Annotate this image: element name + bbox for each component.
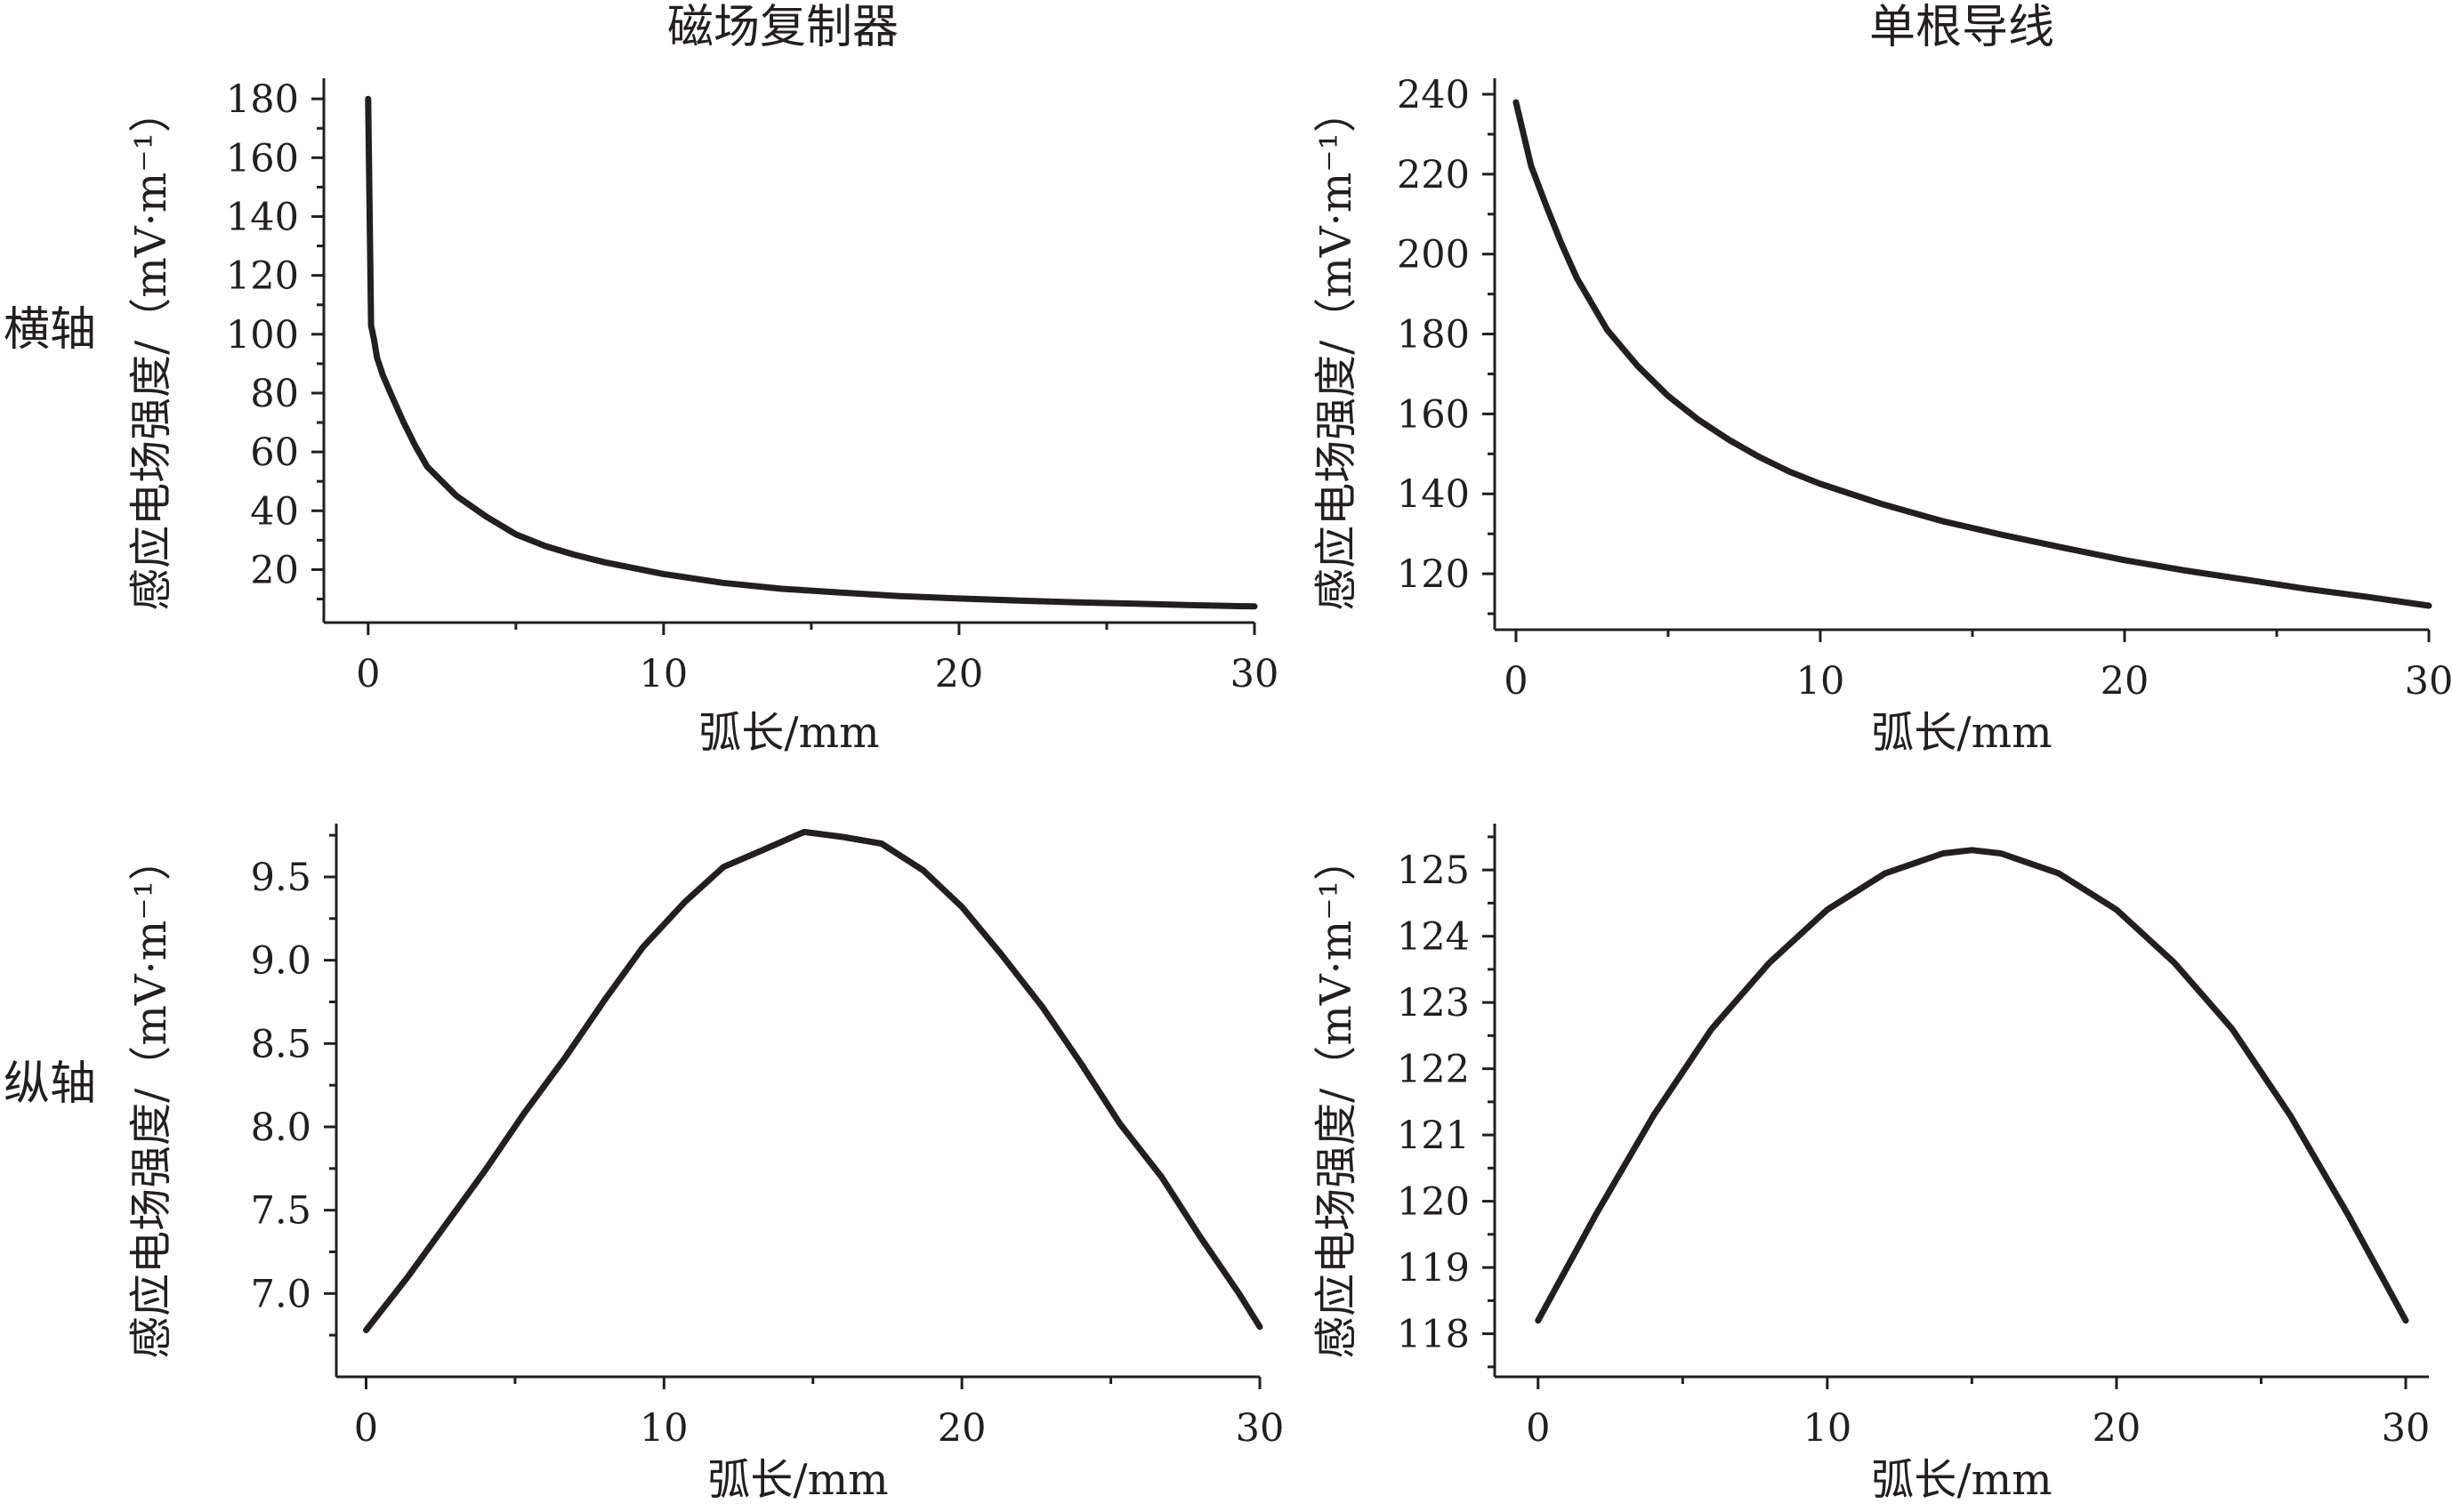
y-axis-title: 感应电场强度/（mV·m⁻¹） xyxy=(126,838,176,1359)
x-tick-label: 10 xyxy=(640,1406,689,1451)
y-tick-label: 40 xyxy=(250,489,299,534)
y-tick-label: 125 xyxy=(1397,848,1470,893)
y-tick-label: 120 xyxy=(1397,1180,1470,1225)
y-tick-label: 122 xyxy=(1397,1048,1470,1092)
chart-panel-3: 118 119 120 121 122 123 124 125 0 10 20 30 弧长/mm 感应电场… xyxy=(1311,824,2430,1505)
x-axis-title: 弧长/mm xyxy=(1871,708,2052,758)
x-tick-label: 30 xyxy=(1230,652,1279,696)
y-tick-label: 140 xyxy=(1397,472,1470,517)
x-tick-label: 20 xyxy=(938,1406,987,1451)
x-tick-label: 0 xyxy=(356,652,380,696)
x-tick-label: 30 xyxy=(2382,1406,2431,1451)
y-tick-label: 9.0 xyxy=(251,939,311,984)
y-tick-label: 160 xyxy=(226,136,299,181)
x-tick-label: 20 xyxy=(2093,1406,2141,1451)
y-tick-label: 180 xyxy=(226,77,299,122)
y-tick-label: 20 xyxy=(250,548,299,592)
y-tick-label: 140 xyxy=(226,195,299,239)
x-tick-label: 30 xyxy=(1236,1406,1285,1451)
x-tick-label: 0 xyxy=(354,1406,378,1451)
y-tick-label: 118 xyxy=(1397,1313,1470,1357)
x-tick-label: 20 xyxy=(2101,659,2150,704)
y-tick-label: 8.5 xyxy=(251,1022,311,1066)
y-tick-label: 121 xyxy=(1397,1114,1470,1158)
y-axis-title: 感应电场强度/（mV·m⁻¹） xyxy=(126,90,176,611)
y-tick-label: 60 xyxy=(250,430,299,475)
x-axis-title: 弧长/mm xyxy=(707,1455,888,1505)
row-label-0: 横轴 xyxy=(4,303,96,357)
y-tick-label: 180 xyxy=(1397,313,1470,358)
y-tick-label: 220 xyxy=(1397,153,1470,197)
y-tick-label: 119 xyxy=(1397,1246,1470,1291)
y-tick-label: 8.0 xyxy=(251,1106,311,1150)
y-tick-label: 7.5 xyxy=(251,1189,311,1234)
y-tick-label: 124 xyxy=(1397,915,1470,960)
chart-panel-2: 7.0 7.5 8.0 8.5 9.0 9.5 0 10 20 30 弧长/mm 感应电场强度/（mV… xyxy=(126,824,1284,1505)
column-title-0: 磁场复制器 xyxy=(667,1,899,54)
series-line-0 xyxy=(363,828,1263,1333)
y-tick-label: 160 xyxy=(1397,392,1470,437)
x-tick-label: 0 xyxy=(1504,659,1528,704)
x-tick-label: 30 xyxy=(2405,659,2452,704)
chart-panel-0: 20 40 60 80 100 120 140 160 180 0 10 20 30 弧长/mm 感应电场强… xyxy=(126,77,1278,758)
y-tick-label: 123 xyxy=(1397,981,1470,1025)
series-line-0 xyxy=(1535,847,2409,1324)
x-axis-title: 弧长/mm xyxy=(1871,1455,2052,1505)
y-tick-label: 9.5 xyxy=(251,856,311,900)
y-tick-label: 100 xyxy=(226,313,299,358)
y-tick-label: 7.0 xyxy=(251,1272,311,1316)
x-tick-label: 10 xyxy=(1796,659,1845,704)
y-tick-label: 80 xyxy=(250,372,299,416)
series-line-0 xyxy=(1512,99,2432,609)
y-tick-label: 240 xyxy=(1397,73,1470,117)
y-tick-label: 120 xyxy=(1397,552,1470,597)
x-tick-label: 20 xyxy=(935,652,984,696)
y-axis-title: 感应电场强度/（mV·m⁻¹） xyxy=(1311,90,1361,611)
column-title-1: 单根导线 xyxy=(1869,1,2054,54)
y-axis-title: 感应电场强度/（mV·m⁻¹） xyxy=(1311,838,1361,1359)
y-tick-label: 120 xyxy=(226,254,299,299)
row-label-1: 纵轴 xyxy=(4,1058,96,1111)
y-tick-label: 200 xyxy=(1397,233,1470,277)
chart-panel-1: 120 140 160 180 200 220 240 0 10 20 30 弧长/mm 感应电场强度/… xyxy=(1311,73,2452,758)
x-tick-label: 10 xyxy=(640,652,689,696)
x-axis-title: 弧长/mm xyxy=(698,708,879,758)
series-line-0 xyxy=(365,95,1258,610)
x-tick-label: 10 xyxy=(1803,1406,1851,1451)
x-tick-label: 0 xyxy=(1526,1406,1550,1451)
